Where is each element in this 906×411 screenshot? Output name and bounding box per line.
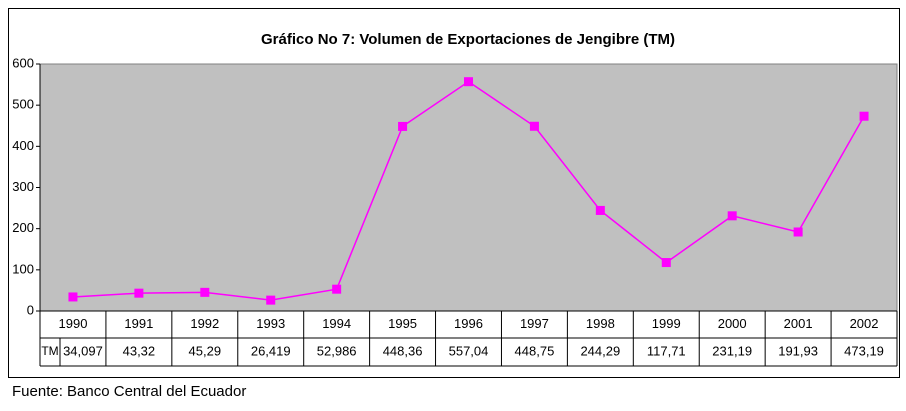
y-tick-label: 300 bbox=[12, 179, 34, 194]
x-tick-label: 1994 bbox=[322, 316, 351, 331]
x-tick-label: 2000 bbox=[718, 316, 747, 331]
marker bbox=[200, 287, 210, 297]
data-table-value: 45,29 bbox=[189, 343, 222, 358]
x-tick-label: 2001 bbox=[784, 316, 813, 331]
data-table-value: 34,097 bbox=[63, 343, 103, 358]
marker bbox=[595, 205, 605, 215]
y-tick-label: 100 bbox=[12, 261, 34, 276]
marker bbox=[727, 211, 737, 221]
chart-title: Gráfico No 7: Volumen de Exportaciones d… bbox=[261, 31, 675, 48]
source-note: Fuente: Banco Central del Ecuador bbox=[12, 383, 246, 400]
marker bbox=[464, 77, 473, 87]
data-table-value: 448,36 bbox=[383, 343, 423, 358]
data-table-value: 448,75 bbox=[515, 343, 555, 358]
x-tick-label: 1997 bbox=[520, 316, 549, 331]
y-tick-label: 400 bbox=[12, 138, 34, 153]
x-tick-label: 1991 bbox=[124, 316, 153, 331]
marker bbox=[859, 111, 869, 121]
y-tick-label: 0 bbox=[27, 302, 34, 317]
data-table-value: 557,04 bbox=[449, 343, 489, 358]
x-tick-label: 2002 bbox=[850, 316, 879, 331]
data-table-value: 244,29 bbox=[580, 343, 620, 358]
data-table-value: 191,93 bbox=[778, 343, 818, 358]
marker bbox=[332, 284, 342, 294]
marker bbox=[793, 227, 803, 237]
x-tick-label: 1996 bbox=[454, 316, 483, 331]
x-tick-label: 1993 bbox=[256, 316, 285, 331]
data-table-value: 52,986 bbox=[317, 343, 357, 358]
data-table-value: 117,71 bbox=[647, 343, 686, 358]
x-tick-label: 1995 bbox=[388, 316, 417, 331]
marker bbox=[661, 258, 671, 268]
x-tick-label: 1999 bbox=[652, 316, 681, 331]
data-table-value: 473,19 bbox=[844, 343, 884, 358]
y-tick-label: 200 bbox=[12, 220, 34, 235]
data-table-value: 231,19 bbox=[712, 343, 752, 358]
data-table-value: 26,419 bbox=[251, 343, 291, 358]
marker bbox=[398, 121, 408, 131]
marker bbox=[529, 121, 539, 131]
legend-label: TM bbox=[41, 344, 58, 358]
y-tick-label: 600 bbox=[12, 55, 34, 70]
x-tick-label: 1992 bbox=[190, 316, 219, 331]
x-tick-label: 1998 bbox=[586, 316, 615, 331]
plot-area bbox=[39, 63, 898, 312]
y-tick-label: 500 bbox=[12, 97, 34, 112]
x-tick-label: 1990 bbox=[59, 316, 88, 331]
data-table-value: 43,32 bbox=[123, 343, 156, 358]
marker bbox=[266, 295, 276, 305]
marker bbox=[68, 292, 78, 302]
marker bbox=[134, 288, 144, 298]
